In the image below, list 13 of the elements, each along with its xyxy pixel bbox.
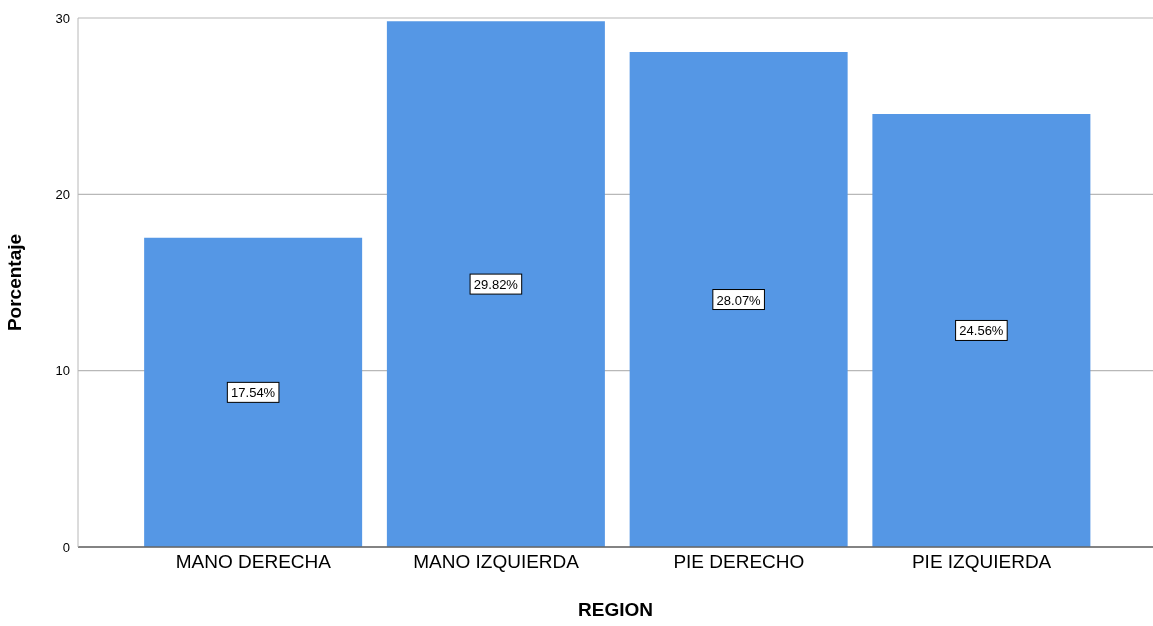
y-tick-label: 10	[55, 363, 70, 379]
data-label: 17.54%	[231, 385, 276, 401]
y-tick-label: 0	[62, 539, 70, 555]
y-tick-label: 20	[55, 186, 70, 202]
data-label: 24.56%	[959, 323, 1004, 339]
data-label: 29.82%	[473, 277, 519, 293]
x-tick-label: PIE IZQUIERDA	[911, 551, 1052, 573]
data-label: 28.07%	[716, 292, 762, 308]
x-axis-title: REGION	[578, 599, 653, 620]
x-tick-label: MANO DERECHA	[175, 551, 332, 573]
y-tick-label: 30	[55, 10, 70, 26]
x-tick-label: PIE DERECHO	[673, 551, 805, 573]
x-tick-label: MANO IZQUIERDA	[413, 551, 580, 573]
